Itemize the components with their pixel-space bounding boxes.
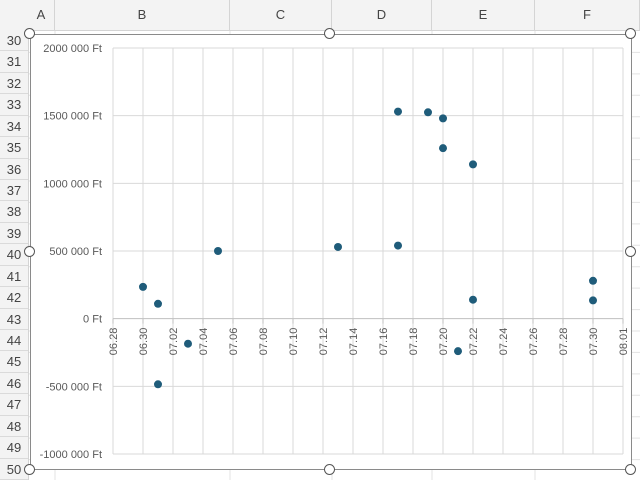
- row-header-46[interactable]: 46: [0, 373, 28, 395]
- resize-handle-top-center[interactable]: [324, 28, 335, 39]
- data-point[interactable]: [214, 247, 222, 255]
- y-tick-label: 1500 000 Ft: [43, 111, 102, 123]
- x-tick-label: 07.22: [468, 328, 480, 356]
- x-tick-label: 06.30: [138, 328, 150, 356]
- resize-handle-bottom-left[interactable]: [24, 464, 35, 475]
- chart-area[interactable]: 2000 000 Ft 1500 000 Ft 1000 000 Ft 500 000…: [30, 34, 632, 470]
- data-point[interactable]: [469, 160, 477, 169]
- row-header-43[interactable]: 43: [0, 309, 28, 330]
- column-header-d[interactable]: D: [332, 0, 432, 30]
- row-header-37[interactable]: 37: [0, 180, 28, 202]
- column-header-a[interactable]: A: [28, 0, 55, 30]
- data-point[interactable]: [439, 144, 447, 153]
- column-header-e[interactable]: E: [432, 0, 535, 30]
- x-tick-label: 07.06: [228, 328, 240, 356]
- x-tick-label: 07.30: [588, 328, 600, 356]
- x-tick-label: 07.18: [408, 328, 420, 356]
- data-point[interactable]: [469, 295, 477, 304]
- row-header-47[interactable]: 47: [0, 394, 28, 416]
- x-tick-label: 06.28: [108, 328, 120, 356]
- y-tick-label: -500 000 Ft: [46, 381, 102, 393]
- x-tick-label: 07.12: [318, 328, 330, 356]
- data-point[interactable]: [394, 107, 402, 116]
- row-header-48[interactable]: 48: [0, 416, 28, 438]
- data-point[interactable]: [454, 347, 462, 356]
- data-point[interactable]: [184, 339, 192, 348]
- y-tick-label: -1000 000 Ft: [40, 449, 102, 461]
- x-tick-label: 07.04: [198, 328, 210, 356]
- row-header-31[interactable]: 31: [0, 51, 28, 73]
- resize-handle-top-right[interactable]: [625, 28, 636, 39]
- resize-handle-middle-left[interactable]: [24, 246, 35, 257]
- row-header-bar: 30 31 32 33 34 35 36 37 38 39 40 41 42 43 44 45 46 47 48 49…: [0, 30, 29, 480]
- x-tick-label: 07.08: [258, 328, 270, 356]
- row-header-40[interactable]: 40: [0, 244, 28, 266]
- data-point[interactable]: [334, 242, 342, 251]
- y-tick-label: 500 000 Ft: [49, 246, 102, 258]
- column-header-b[interactable]: B: [55, 0, 230, 30]
- row-header-30[interactable]: 30: [0, 30, 28, 52]
- resize-handle-top-left[interactable]: [24, 28, 35, 39]
- row-header-49[interactable]: 49: [0, 437, 28, 459]
- x-tick-label: 07.28: [558, 328, 570, 356]
- row-header-34[interactable]: 34: [0, 116, 28, 138]
- x-tick-label: 07.10: [288, 328, 300, 356]
- row-header-50[interactable]: 50: [0, 459, 28, 480]
- row-header-44[interactable]: 44: [0, 330, 28, 352]
- y-tick-label: 1000 000 Ft: [43, 178, 102, 190]
- data-point[interactable]: [154, 299, 162, 308]
- data-point[interactable]: [439, 114, 447, 123]
- x-tick-label: 07.20: [438, 328, 450, 356]
- y-tick-label: 0 Ft: [83, 314, 102, 326]
- row-header-41[interactable]: 41: [0, 266, 28, 288]
- row-header-35[interactable]: 35: [0, 137, 28, 159]
- scatter-chart[interactable]: 2000 000 Ft 1500 000 Ft 1000 000 Ft 500 000…: [31, 35, 631, 469]
- x-tick-label: 07.26: [528, 328, 540, 356]
- resize-handle-middle-right[interactable]: [625, 246, 636, 257]
- data-point[interactable]: [139, 282, 147, 291]
- y-tick-label: 2000 000 Ft: [43, 43, 102, 55]
- data-point[interactable]: [589, 296, 597, 305]
- x-tick-label: 07.24: [498, 328, 510, 356]
- row-header-33[interactable]: 33: [0, 94, 28, 116]
- data-point[interactable]: [154, 380, 162, 389]
- x-tick-label: 07.16: [378, 328, 390, 356]
- row-header-32[interactable]: 32: [0, 73, 28, 95]
- data-point[interactable]: [424, 108, 432, 117]
- column-header-f[interactable]: F: [535, 0, 640, 30]
- resize-handle-bottom-center[interactable]: [324, 464, 335, 475]
- x-tick-label: 08.01: [618, 328, 630, 356]
- row-header-45[interactable]: 45: [0, 351, 28, 373]
- x-tick-label: 07.02: [168, 328, 180, 356]
- data-point[interactable]: [394, 241, 402, 250]
- x-tick-label: 07.14: [348, 328, 360, 356]
- row-header-39[interactable]: 39: [0, 223, 28, 245]
- row-header-36[interactable]: 36: [0, 159, 28, 180]
- row-header-38[interactable]: 38: [0, 201, 28, 223]
- data-point[interactable]: [589, 276, 597, 285]
- row-header-42[interactable]: 42: [0, 287, 28, 309]
- resize-handle-bottom-right[interactable]: [625, 464, 636, 475]
- column-header-c[interactable]: C: [230, 0, 332, 30]
